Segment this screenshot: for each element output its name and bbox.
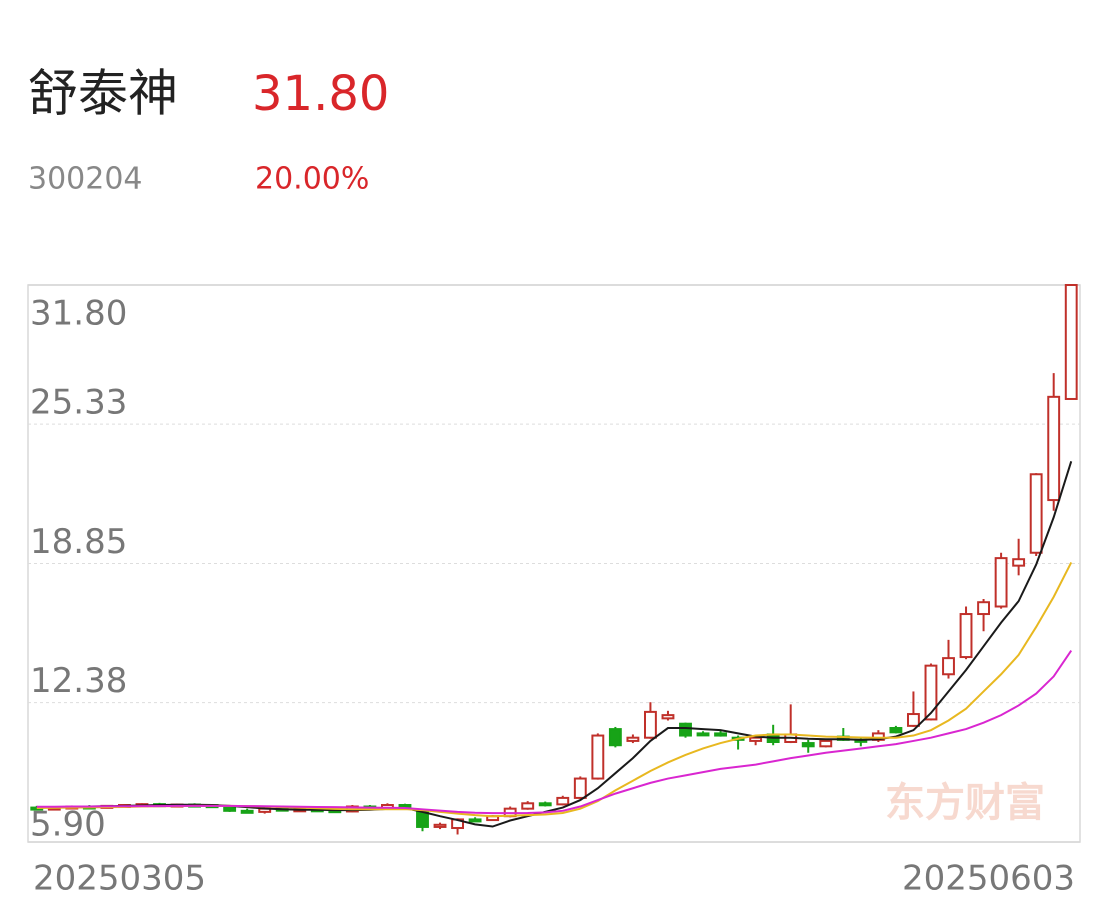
candle-body — [626, 736, 640, 742]
moving-average-line — [36, 561, 1073, 818]
candle-body — [942, 657, 955, 676]
y-tick-label: 25.33 — [30, 383, 127, 423]
moving-average-line — [36, 461, 1073, 828]
candle-body — [538, 802, 552, 807]
y-tick-label: 12.38 — [30, 661, 127, 701]
candle-body — [977, 601, 991, 616]
stock-name: 舒泰神 — [28, 65, 178, 123]
candle-body — [643, 710, 657, 739]
candle-body — [1012, 558, 1026, 567]
candle-body — [556, 796, 570, 806]
candle-body — [573, 777, 587, 799]
candle-body — [959, 613, 973, 659]
candle-body — [819, 739, 833, 748]
moving-average-line — [36, 650, 1073, 815]
candle-body — [801, 742, 815, 748]
stock-change: 20.00% — [255, 162, 369, 197]
stock-code: 300204 — [28, 162, 143, 197]
y-tick-label: 18.85 — [30, 522, 127, 562]
candle-body — [994, 557, 1008, 608]
candle-body — [1029, 473, 1043, 554]
x-tick-label: 20250305 — [33, 859, 206, 899]
candle-body — [608, 728, 622, 747]
candle-body — [714, 732, 728, 737]
y-tick-label: 31.80 — [30, 294, 127, 334]
candle-body — [679, 722, 692, 737]
candle-body — [696, 732, 710, 737]
x-tick-label: 20250603 — [902, 859, 1075, 899]
candle-body — [906, 713, 920, 727]
candle-body — [1047, 395, 1061, 502]
stock-price: 31.80 — [252, 66, 389, 122]
candle-body — [661, 714, 675, 720]
y-tick-label: 5.90 — [30, 805, 106, 845]
candle-body — [591, 734, 605, 780]
candle-body — [521, 802, 535, 810]
candle-body — [749, 736, 763, 742]
candle-body — [924, 664, 938, 721]
candle-body — [468, 818, 482, 823]
candle-body — [240, 809, 254, 814]
watermark: 东方财富 — [885, 780, 1045, 826]
candle-body — [889, 727, 903, 734]
candle-body — [223, 806, 237, 812]
candle-body — [433, 823, 447, 828]
candle-body — [1064, 284, 1078, 400]
candle-body — [398, 804, 412, 809]
